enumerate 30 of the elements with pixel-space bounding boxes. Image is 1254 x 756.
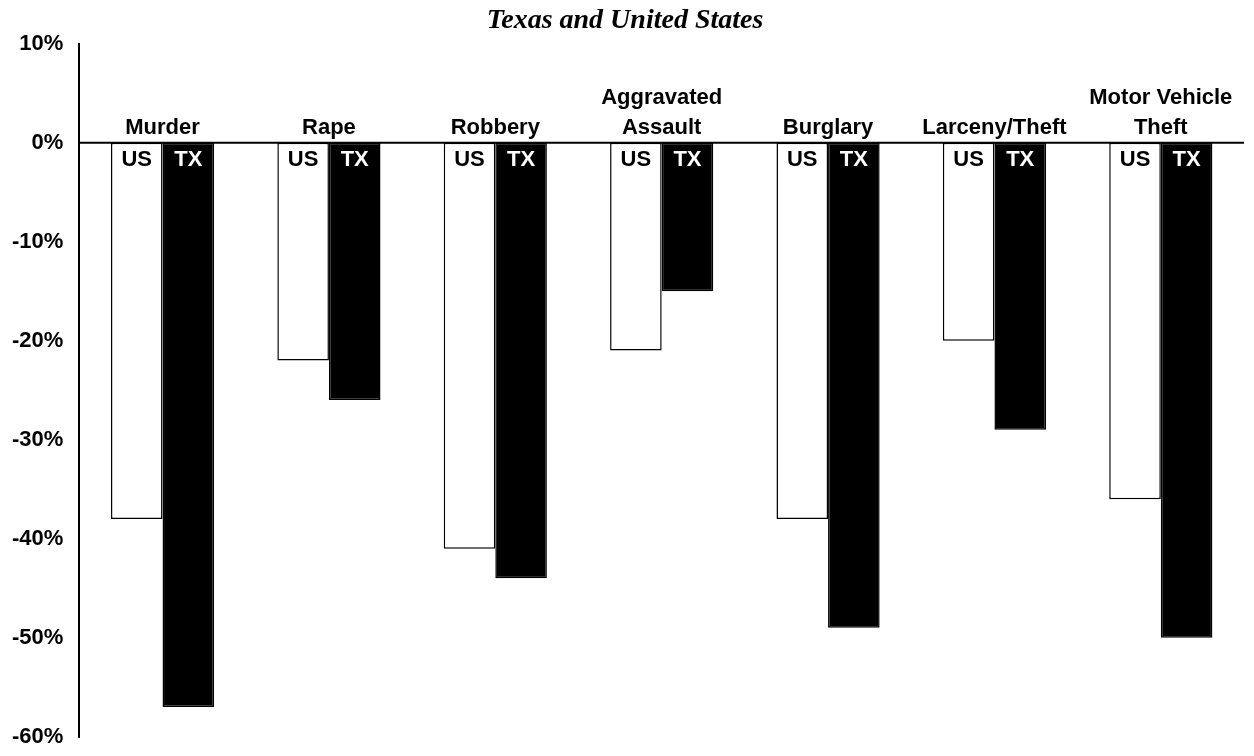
text: TX	[1006, 145, 1035, 171]
text: US	[454, 145, 485, 171]
x-tick-label: Murder	[125, 113, 201, 139]
x-tick-label: Motor Vehicle Theft	[1089, 83, 1233, 139]
text: TX	[673, 145, 702, 171]
y-tick-label: -60%	[12, 722, 64, 748]
y-tick-label: -20%	[12, 326, 64, 352]
text: US	[786, 145, 818, 171]
y-tick-label: -10%	[12, 227, 64, 253]
series-label: TX	[174, 145, 203, 171]
y-tick-label: -50%	[12, 623, 64, 649]
text: US	[1119, 145, 1151, 171]
y-tick-label: -40%	[12, 524, 64, 550]
x-tick-label: Robbery	[450, 113, 541, 139]
text: TX	[1172, 145, 1201, 171]
text: US	[620, 145, 652, 171]
text: TX	[839, 145, 868, 171]
y-tick-label: 0%	[31, 128, 64, 154]
text: TX	[507, 145, 536, 171]
text: TX	[340, 145, 369, 171]
y-tick-label: 10%	[19, 29, 64, 55]
text: US	[287, 145, 319, 171]
chart-title: Texas and United States	[486, 3, 764, 35]
x-tick-label: Larceny/Theft	[922, 113, 1068, 139]
series-label: US	[121, 145, 153, 171]
y-tick-label: -30%	[12, 425, 64, 451]
x-tick-label: Rape	[302, 113, 356, 139]
x-tick-label: Aggravated Assault	[601, 83, 723, 139]
text: US	[953, 145, 984, 171]
x-tick-label: Burglary	[782, 113, 875, 139]
